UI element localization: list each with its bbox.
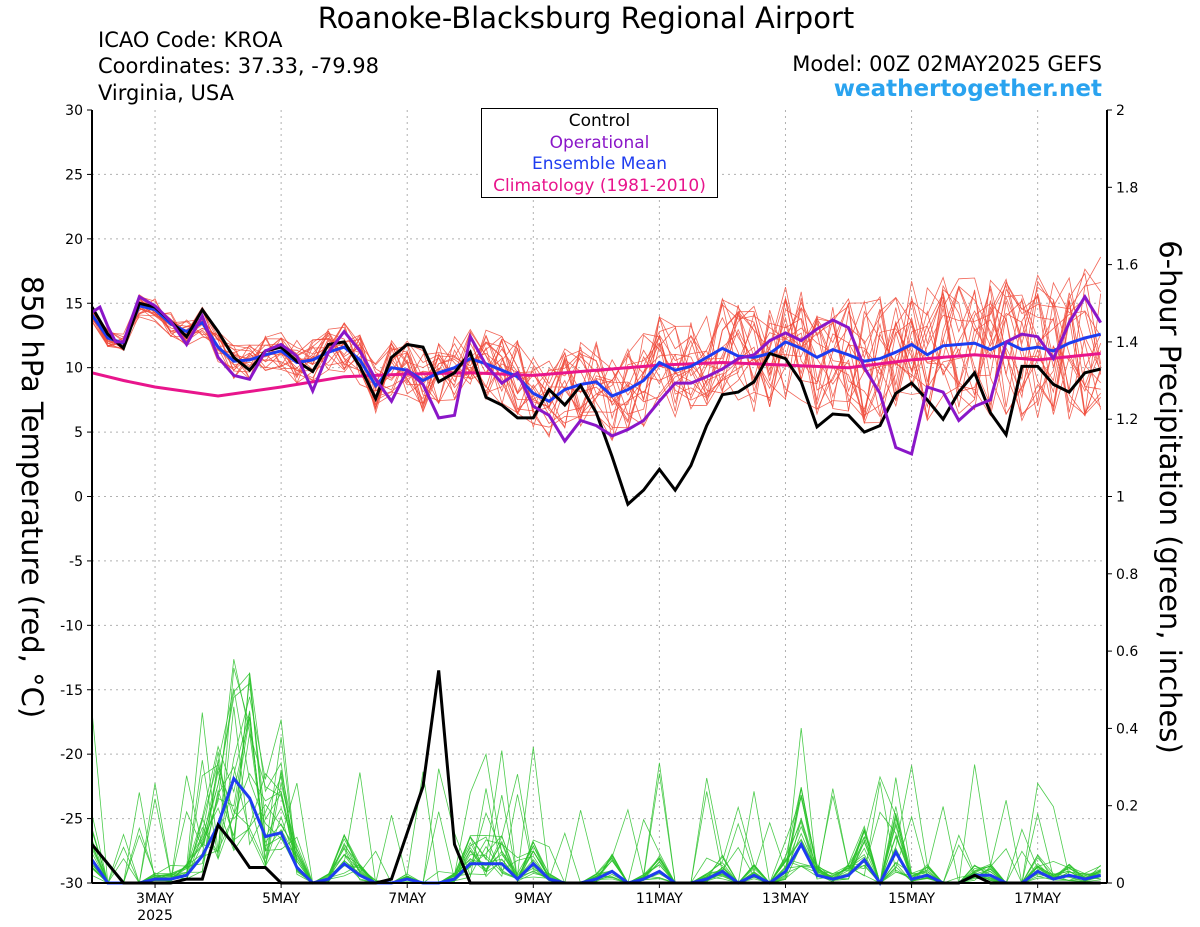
region: Virginia, USA <box>98 81 234 105</box>
y-tick-label-left: -10 <box>60 618 83 634</box>
y-tick-label-left: -5 <box>69 554 83 570</box>
ensemble-mean-precip-line <box>90 775 1102 886</box>
precip-member-line <box>91 765 1101 884</box>
legend-control: Control <box>568 111 631 131</box>
y-tick-label-left: 15 <box>65 296 83 312</box>
y-tick-label-left: 10 <box>65 361 83 377</box>
y-tick-label-right: 0.6 <box>1116 644 1138 660</box>
icao-code: ICAO Code: KROA <box>98 28 283 52</box>
precip-member-line <box>91 682 1101 885</box>
y-tick-label-left: -25 <box>60 812 83 828</box>
x-tick-sublabel: 2025 <box>137 908 173 924</box>
temp-member-line <box>91 286 1102 416</box>
main-series <box>90 293 1102 886</box>
model-run: Model: 00Z 02MAY2025 GEFS <box>792 52 1102 76</box>
site-link[interactable]: weathertogether.net <box>833 76 1102 102</box>
legend-operational: Operational <box>549 132 650 153</box>
axes: 302520151050-5-10-15-20-25-3021.81.61.41… <box>60 103 1138 924</box>
y-tick-label-right: 1.6 <box>1116 258 1138 274</box>
y-tick-label-left: 25 <box>65 167 83 183</box>
x-tick-label: 9MAY <box>514 891 552 907</box>
x-tick-label: 11MAY <box>636 891 683 907</box>
temp-member-line <box>91 285 1102 422</box>
precip-member-line <box>91 766 1101 885</box>
y-tick-label-right: 0.4 <box>1116 721 1138 737</box>
y-tick-label-right: 1.4 <box>1116 335 1138 351</box>
legend: Control Operational Ensemble Mean Climat… <box>481 108 718 198</box>
precip-member-line <box>91 764 1101 885</box>
x-tick-label: 7MAY <box>388 891 426 907</box>
y-tick-label-left: -20 <box>60 747 83 763</box>
x-tick-label: 17MAY <box>1014 891 1061 907</box>
climatology-line <box>91 352 1101 398</box>
y-tick-label-right: 1.8 <box>1116 180 1138 196</box>
y-tick-label-left: 20 <box>65 232 83 248</box>
y-tick-label-right: 0.2 <box>1116 799 1138 815</box>
coordinates: Coordinates: 37.33, -79.98 <box>98 54 379 78</box>
legend-climatology: Climatology (1981-2010) <box>493 175 706 196</box>
y-tick-label-left: 30 <box>65 103 83 119</box>
operational-temp-line <box>91 293 1102 457</box>
x-tick-label: 13MAY <box>762 891 809 907</box>
y-tick-label-right: 1.2 <box>1116 412 1138 428</box>
precip-member-line <box>91 677 1101 885</box>
x-tick-label: 5MAY <box>262 891 300 907</box>
x-tick-label: 3MAY <box>136 891 174 907</box>
x-tick-label: 15MAY <box>888 891 935 907</box>
legend-ensemble-mean: Ensemble Mean <box>531 154 668 174</box>
precip-member-line <box>91 770 1101 884</box>
y-tick-label-left: 5 <box>74 425 83 441</box>
y-tick-label-right: 2 <box>1116 103 1125 119</box>
precip-member-line <box>91 659 1101 885</box>
y-tick-label-right: 0.8 <box>1116 567 1138 583</box>
y-tick-label-right: 1 <box>1116 490 1125 506</box>
y-tick-label-left: -15 <box>60 683 83 699</box>
y-tick-label-left: -30 <box>60 876 83 892</box>
precip-member-line <box>91 688 1101 884</box>
temp-member-line <box>91 276 1101 417</box>
page-title: Roanoke-Blacksburg Regional Airport <box>317 1 855 35</box>
y-tick-label-left: 0 <box>74 490 83 506</box>
temp-member-line <box>91 268 1102 422</box>
y-tick-label-right: 0 <box>1116 876 1125 892</box>
